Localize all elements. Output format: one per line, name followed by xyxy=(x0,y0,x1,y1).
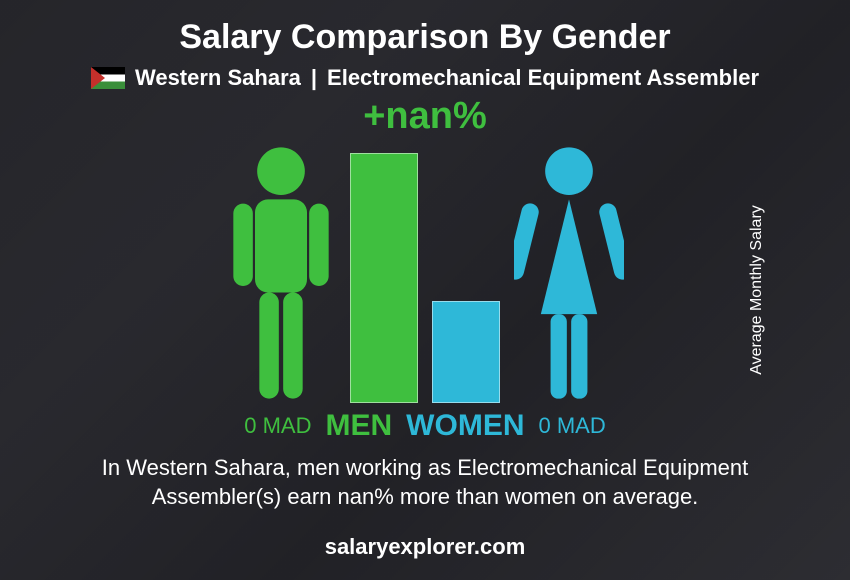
women-icon-col xyxy=(514,143,624,403)
woman-icon xyxy=(514,143,624,403)
job-label: Electromechanical Equipment Assembler xyxy=(327,65,759,91)
percent-diff: +nan% xyxy=(363,95,487,138)
women-bar-col xyxy=(432,301,500,403)
subtitle-row: Western Sahara | Electromechanical Equip… xyxy=(91,65,759,91)
bottom-labels: 0 MAD MEN WOMEN 0 MAD xyxy=(244,409,606,443)
chart-area xyxy=(30,138,820,403)
flag-icon xyxy=(91,67,125,89)
women-bar xyxy=(432,301,500,403)
men-amount: 0 MAD xyxy=(244,413,311,439)
women-amount: 0 MAD xyxy=(539,413,606,439)
country-label: Western Sahara xyxy=(135,65,301,91)
men-icon-col xyxy=(226,143,336,403)
y-axis-label: Average Monthly Salary xyxy=(748,205,766,375)
men-bar xyxy=(350,153,418,403)
men-label: MEN xyxy=(326,409,393,443)
page-title: Salary Comparison By Gender xyxy=(179,18,670,57)
explanation-text: In Western Sahara, men working as Electr… xyxy=(45,453,805,512)
man-icon xyxy=(226,143,336,403)
infographic-container: Salary Comparison By Gender Western Saha… xyxy=(0,0,850,580)
women-label: WOMEN xyxy=(406,409,524,443)
separator: | xyxy=(311,65,317,91)
site-url: salaryexplorer.com xyxy=(325,534,526,560)
men-bar-col xyxy=(350,153,418,403)
